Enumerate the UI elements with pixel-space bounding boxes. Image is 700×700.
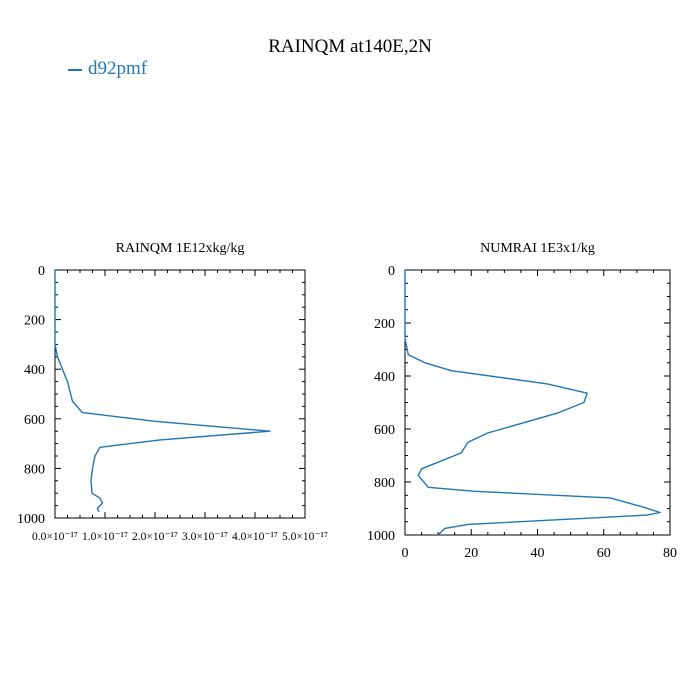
x-tick-label: 20	[464, 546, 478, 561]
y-tick-label: 800	[24, 462, 45, 477]
x-tick-label: 40	[531, 546, 545, 561]
chart-panel-1: RAINQM 1E12xkg/kg 0 200 400 600 800 1000 0.0×10…	[17, 241, 328, 543]
chart-panel-2: NUMRAI 1E3x1/kg 0 200 400 600 800 1000 0 20 40 60 8…	[367, 241, 677, 561]
y-tick-label: 200	[374, 317, 395, 332]
y-tick-label: 1000	[367, 529, 395, 544]
y-tick-label: 0	[388, 264, 395, 279]
y-tick-label: 200	[24, 314, 45, 329]
figure-title: RAINQM at140E,2N	[268, 36, 432, 57]
x-tick-label: 1.0×10⁻¹⁷	[82, 531, 128, 543]
x-tick-label: 5.0×10⁻¹⁷	[282, 531, 328, 543]
y-tick-label: 400	[374, 370, 395, 385]
chart-title: RAINQM 1E12xkg/kg	[116, 241, 245, 256]
chart-title: NUMRAI 1E3x1/kg	[480, 241, 595, 256]
legend-label: d92pmf	[88, 58, 148, 79]
x-tick-label: 3.0×10⁻¹⁷	[182, 531, 228, 543]
y-tick-label: 400	[24, 363, 45, 378]
plot-frame	[54, 269, 306, 519]
legend-line-swatch	[68, 68, 82, 71]
y-tick-label: 600	[374, 423, 395, 438]
series-line-d92pmf	[404, 270, 661, 536]
y-tick-label: 1000	[17, 512, 45, 527]
x-tick-label: 60	[597, 546, 611, 561]
y-tick-label: 600	[24, 413, 45, 428]
plot-frame	[404, 269, 671, 536]
x-tick-label: 0.0×10⁻¹⁷	[32, 531, 78, 543]
x-tick-label: 0	[402, 546, 409, 561]
y-tick-label: 0	[38, 264, 45, 279]
x-tick-label: 4.0×10⁻¹⁷	[232, 531, 278, 543]
x-tick-label: 80	[663, 546, 677, 561]
x-tick-label: 2.0×10⁻¹⁷	[132, 531, 178, 543]
y-tick-label: 800	[374, 476, 395, 491]
series-line-d92pmf	[54, 270, 271, 513]
legend: d92pmf	[68, 58, 147, 80]
